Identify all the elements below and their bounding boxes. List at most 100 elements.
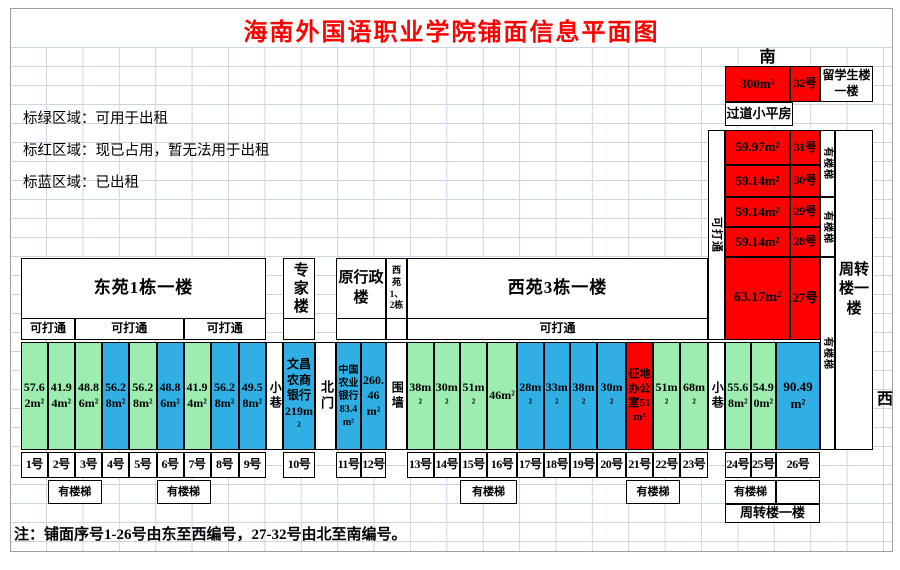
shop-28-number: 28号	[790, 227, 820, 257]
connectable-label-1: 可打通	[21, 318, 75, 340]
shop-27-area: 63.17m²	[725, 257, 790, 340]
shop-9-area: 49.58m²	[238, 342, 266, 450]
header-expert-building: 专家楼	[283, 258, 315, 319]
header-xiyuan12: 西苑1、2栋	[386, 258, 407, 319]
stairs-label-21-22: 有楼梯	[626, 480, 680, 504]
shop-6-area: 48.86m²	[156, 342, 184, 450]
connectable-label-4: 可打通	[407, 318, 708, 340]
compass-south-label: 南	[759, 49, 776, 66]
legend-blue: 标蓝区域：已出租	[23, 175, 139, 191]
shop-19-number: 19号	[570, 452, 597, 478]
shop-14-area: 30m²	[433, 342, 460, 450]
shop-32-number: 32号	[790, 66, 820, 102]
legend-green: 标绿区域：可用于出租	[23, 111, 168, 127]
shop-12-number: 12号	[361, 452, 386, 478]
shop-18-number: 18号	[543, 452, 570, 478]
stairs-label-6-7: 有楼梯	[156, 480, 211, 504]
shop-19-area: 38m²	[570, 342, 597, 450]
header-former-admin-building: 原行政楼	[336, 258, 386, 319]
shop-13-number: 13号	[407, 452, 434, 478]
connectable-label-3: 可打通	[183, 318, 266, 340]
shop-32-area: 300m²	[725, 66, 790, 102]
stairs-label-30-31: 有楼梯	[820, 130, 835, 197]
shop-31-number: 31号	[790, 130, 820, 165]
header-dongyuan1: 东苑1栋一楼	[21, 258, 266, 319]
shop-5-area: 56.28m²	[129, 342, 157, 450]
turnover-building-bottom-label: 周转楼一楼	[725, 504, 820, 523]
shop-11-area: 中国农业银行83.4m²	[336, 342, 361, 450]
connectable-label-2: 可打通	[75, 318, 184, 340]
shop-27-number: 27号	[790, 257, 820, 340]
shop-5-number: 5号	[129, 452, 157, 478]
shop-25-area: 54.90m²	[750, 342, 776, 450]
shop-11-number: 11号	[336, 452, 361, 478]
alley-label-2: 小巷	[708, 342, 725, 450]
shop-4-area: 56.28m²	[102, 342, 129, 450]
stairs-label-15-16: 有楼梯	[460, 480, 517, 504]
shop-1-area: 57.62m²	[21, 342, 48, 450]
shop-22-area: 51m²	[653, 342, 680, 450]
empty-cell-under-xiyuan12	[386, 318, 407, 340]
empty-cell-under-26	[776, 480, 820, 504]
turnover-building-right-label: 周转楼一楼	[835, 130, 873, 450]
shop-31-area: 59.97m²	[725, 130, 790, 165]
shop-8-area: 56.28m²	[210, 342, 239, 450]
empty-cell-under-admin	[336, 318, 386, 340]
shop-6-number: 6号	[156, 452, 184, 478]
shop-23-number: 23号	[680, 452, 708, 478]
shop-20-area: 30m²	[597, 342, 626, 450]
intl-students-building-label: 留学生楼一楼	[820, 66, 873, 102]
shop-12-area: 260.46m²	[361, 342, 386, 450]
shop-26-area: 90.49m²	[776, 342, 820, 450]
shop-24-area: 55.68m²	[725, 342, 751, 450]
shop-3-area: 48.86m²	[75, 342, 102, 450]
shop-10-area: 文昌农商银行219m²	[283, 342, 315, 450]
empty-cell-under-expert	[283, 318, 315, 340]
shop-2-area: 41.94m²	[47, 342, 75, 450]
shop-29-number: 29号	[790, 197, 820, 227]
shop-17-area: 28m²	[517, 342, 544, 450]
connectable-label-right: 可打通	[708, 130, 725, 340]
shop-15-area: 51m²	[460, 342, 487, 450]
page-title: 海南外国语职业学院铺面信息平面图	[243, 20, 660, 46]
shop-24-number: 24号	[725, 452, 751, 478]
stairs-label-28-29: 有楼梯	[820, 197, 835, 257]
shop-23-area: 68m²	[680, 342, 708, 450]
shop-7-number: 7号	[183, 452, 211, 478]
shop-30-area: 59.14m²	[725, 165, 790, 197]
shop-3-number: 3号	[75, 452, 102, 478]
shop-8-number: 8号	[210, 452, 239, 478]
shop-26-number: 26号	[776, 452, 820, 478]
shop-14-number: 14号	[433, 452, 460, 478]
shop-16-number: 16号	[487, 452, 517, 478]
shop-22-number: 22号	[653, 452, 680, 478]
shop-25-number: 25号	[750, 452, 776, 478]
legend-red: 标红区域：现已占用，暂无法用于出租	[23, 143, 270, 159]
shop-28-area: 59.14m²	[725, 227, 790, 257]
footnote: 注：铺面序号1-26号由东至西编号，27-32号由北至南编号。	[14, 527, 407, 543]
shop-1-number: 1号	[21, 452, 48, 478]
stairs-label-26-27: 有楼梯	[820, 257, 835, 450]
shop-16-area: 46m²	[487, 342, 517, 450]
shop-13-area: 38m²	[407, 342, 434, 450]
shop-2-number: 2号	[47, 452, 75, 478]
shop-15-number: 15号	[460, 452, 487, 478]
corridor-flat-label: 过道小平房	[725, 102, 793, 126]
shop-18-area: 33m²	[543, 342, 570, 450]
shop-29-area: 59.14m²	[725, 197, 790, 227]
shop-21-number: 21号	[626, 452, 653, 478]
stairs-label-24-25: 有楼梯	[725, 480, 776, 504]
shop-9-number: 9号	[238, 452, 266, 478]
shop-20-number: 20号	[597, 452, 626, 478]
shop-30-number: 30号	[790, 165, 820, 197]
shop-4-number: 4号	[102, 452, 129, 478]
wall-label: 围墙	[386, 342, 407, 450]
compass-west-label: 西	[876, 391, 893, 408]
alley-label-1: 小巷	[266, 342, 283, 450]
header-xiyuan3: 西苑3栋一楼	[407, 258, 708, 319]
stairs-label-2-3: 有楼梯	[47, 480, 102, 504]
shop-21-area: 征地办公室51m²	[626, 342, 653, 450]
north-gate-label: 北门	[315, 342, 336, 450]
shop-17-number: 17号	[517, 452, 544, 478]
